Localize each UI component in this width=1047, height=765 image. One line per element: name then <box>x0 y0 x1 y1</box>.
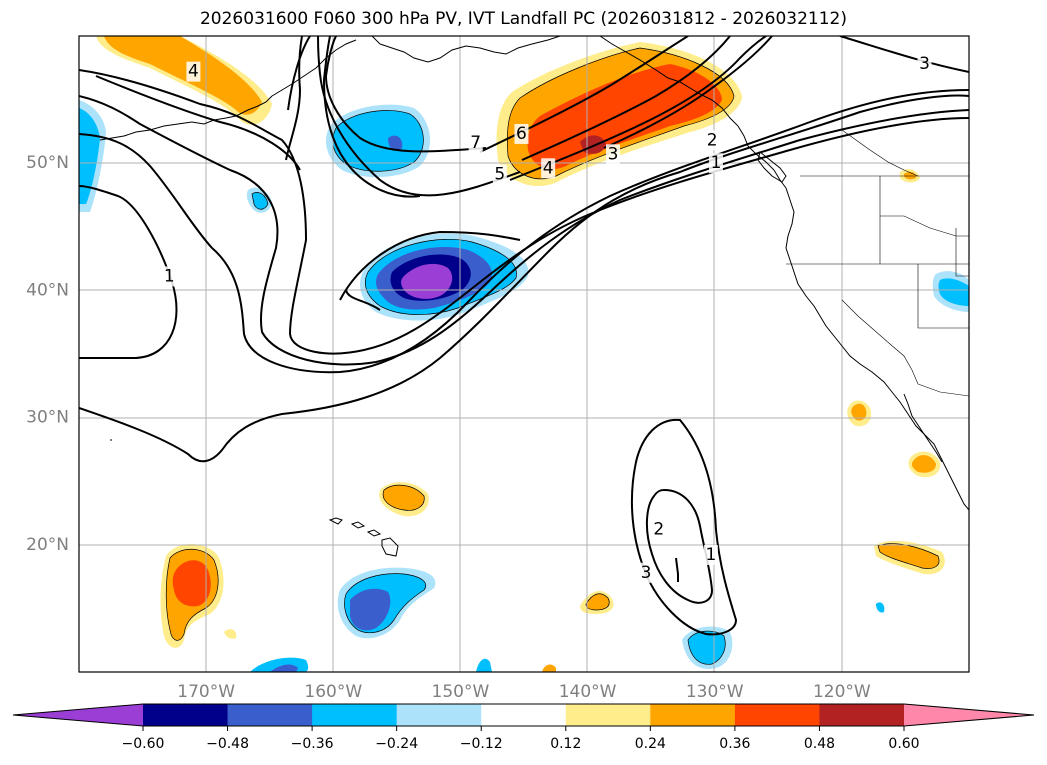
colorbar-segment <box>227 704 313 726</box>
ivt-contours <box>79 36 969 636</box>
colorbar-tick-label: 0.24 <box>635 736 666 752</box>
longitude-tick-labels: 170°W 160°W 150°W 140°W 130°W 120°W <box>177 682 871 702</box>
lon-tick-label: 150°W <box>432 682 490 702</box>
contour-label: 2 <box>707 130 718 150</box>
lon-tick-label: 170°W <box>177 682 235 702</box>
colorbar-tick-label: −0.48 <box>206 736 249 752</box>
map-frame <box>78 35 970 673</box>
lon-tick-label: 130°W <box>686 682 744 702</box>
colorbar-segment <box>143 704 229 726</box>
colorbar-tick-label: 0.36 <box>719 736 750 752</box>
colorbar-tick-label: −0.12 <box>460 736 503 752</box>
contour-label-background <box>186 61 201 82</box>
contour-label: 7 <box>470 133 481 153</box>
colorbar-tick-label: 0.12 <box>550 736 581 752</box>
contour-label-background <box>708 153 723 174</box>
contour-label-background <box>917 53 932 74</box>
colorbar-segment <box>650 704 736 726</box>
contour-label-background <box>651 519 666 540</box>
contour-label-background <box>541 158 556 179</box>
map-title: 2026031600 F060 300 hPa PV, IVT Landfall… <box>199 9 847 29</box>
colorbar-tick-label: −0.36 <box>291 736 334 752</box>
colorbar <box>12 703 1035 727</box>
contour-label: 1 <box>705 545 716 565</box>
latitude-tick-labels: 50°N 40°N 30°N 20°N <box>26 153 69 555</box>
contour-label-background <box>606 144 620 165</box>
lat-tick-label: 20°N <box>26 535 69 555</box>
lon-tick-label: 120°W <box>813 682 871 702</box>
colorbar-min-extension <box>13 704 143 726</box>
contour-label-background <box>468 132 483 153</box>
contour-label-background <box>492 164 507 185</box>
lat-tick-label: 40°N <box>26 280 69 300</box>
contour-label: 3 <box>641 563 652 583</box>
contour-label-background <box>514 123 529 144</box>
contour-label-background <box>703 544 718 565</box>
contour-label-background <box>705 130 720 151</box>
lon-tick-label: 140°W <box>559 682 617 702</box>
colorbar-segment <box>819 704 905 726</box>
contour-label: 4 <box>543 158 554 178</box>
lon-tick-label: 160°W <box>304 682 362 702</box>
colorbar-segment <box>734 704 820 726</box>
contour-label: 4 <box>188 62 199 82</box>
lat-tick-label: 30°N <box>26 408 69 428</box>
contour-label: 6 <box>516 124 527 144</box>
contour-label: 2 <box>653 520 664 540</box>
lat-tick-label: 50°N <box>26 153 69 173</box>
contour-label: 1 <box>711 153 722 173</box>
coastlines <box>99 36 969 557</box>
contour-labels: 4 7 6 5 4 3 2 1 3 1 2 1 3 <box>162 53 932 583</box>
contour-label: 3 <box>919 54 930 74</box>
colorbar-segment <box>565 704 651 726</box>
colorbar-segment <box>312 704 398 726</box>
colorbar-tick-labels: −0.60 −0.48 −0.36 −0.24 −0.12 0.12 0.24 0.36 0.4… <box>122 726 920 752</box>
contour-label: 3 <box>608 144 619 164</box>
contour-label: 1 <box>164 266 175 286</box>
colorbar-max-extension <box>904 704 1034 726</box>
colorbar-tick-label: 0.48 <box>804 736 835 752</box>
contour-label-background <box>162 266 177 287</box>
contour-label: 5 <box>494 165 505 185</box>
contour-label-background <box>639 562 654 583</box>
pv-anomaly-shading <box>79 36 969 672</box>
gridlines <box>79 36 969 672</box>
colorbar-tick-label: −0.60 <box>122 736 165 752</box>
colorbar-tick-label: −0.24 <box>375 736 418 752</box>
colorbar-segment <box>396 704 482 726</box>
colorbar-tick-label: 0.60 <box>888 736 919 752</box>
colorbar-segment <box>481 704 567 726</box>
